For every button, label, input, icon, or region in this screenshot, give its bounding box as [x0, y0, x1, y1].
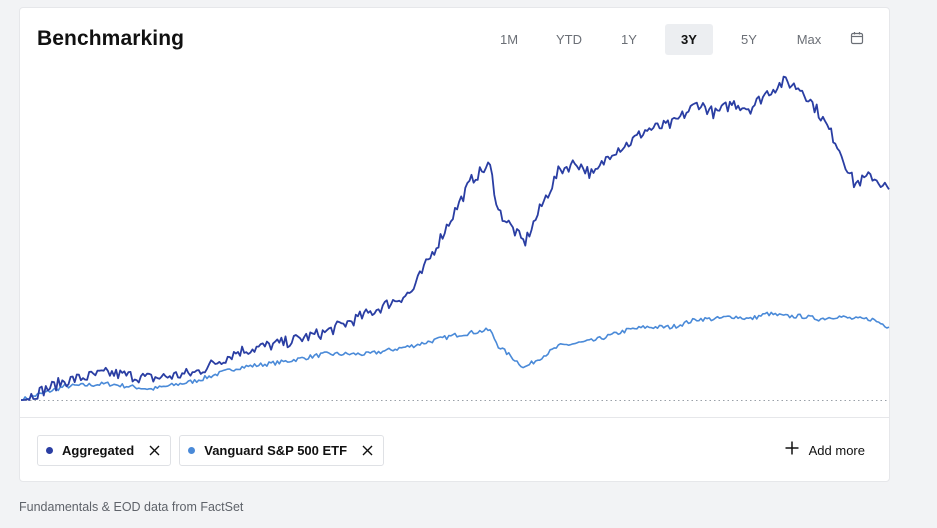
calendar-icon — [850, 31, 864, 48]
legend-label-aggregated: Aggregated — [62, 443, 135, 458]
benchmarking-card: Benchmarking 1M YTD 1Y 3Y 5Y Max Aggrega… — [19, 7, 890, 482]
close-icon[interactable] — [361, 445, 373, 457]
range-selector: 1M YTD 1Y 3Y 5Y Max — [473, 24, 875, 55]
range-1y-button[interactable]: 1Y — [605, 24, 653, 55]
data-source-footer: Fundamentals & EOD data from FactSet — [19, 500, 244, 514]
calendar-button[interactable] — [839, 24, 875, 55]
legend: Aggregated Vanguard S&P 500 ETF — [37, 435, 392, 466]
benchmark-chart-svg — [21, 75, 890, 401]
add-more-button[interactable]: Add more — [785, 441, 865, 460]
range-5y-button[interactable]: 5Y — [725, 24, 773, 55]
benchmark-chart — [20, 68, 891, 418]
close-icon[interactable] — [148, 445, 160, 457]
card-title: Benchmarking — [37, 27, 185, 50]
range-max-button[interactable]: Max — [785, 24, 833, 55]
series-line-vanguard — [21, 311, 890, 401]
range-ytd-button[interactable]: YTD — [545, 24, 593, 55]
legend-chip-vanguard: Vanguard S&P 500 ETF — [179, 435, 385, 466]
divider — [20, 417, 889, 418]
series-color-dot — [188, 447, 196, 454]
range-3y-button[interactable]: 3Y — [665, 24, 713, 55]
legend-chip-aggregated: Aggregated — [37, 435, 172, 466]
legend-label-vanguard: Vanguard S&P 500 ETF — [204, 443, 348, 458]
series-color-dot — [46, 447, 53, 454]
series-line-aggregated — [21, 75, 890, 401]
range-1m-button[interactable]: 1M — [485, 24, 533, 55]
plus-icon — [785, 441, 799, 460]
add-more-label: Add more — [808, 443, 865, 458]
